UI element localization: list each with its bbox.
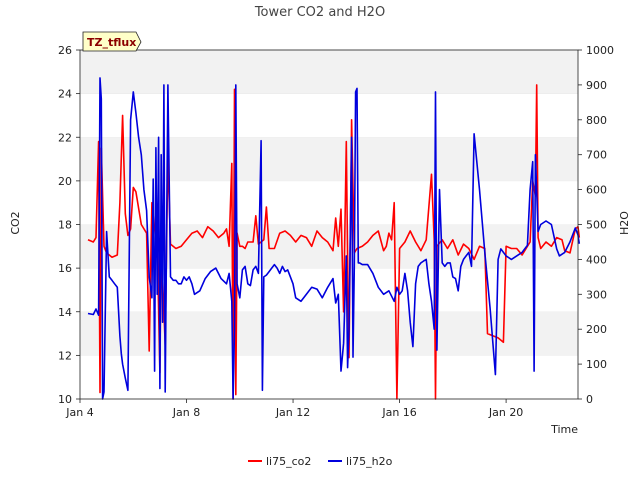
y-tick-label-left: 20 bbox=[58, 175, 72, 188]
x-tick-label: Jan 8 bbox=[172, 406, 200, 419]
left-axis: 10 12 14 16 18 20 22 24 26 bbox=[58, 44, 80, 406]
legend: li75_co2 li75_h2o bbox=[248, 455, 393, 468]
tag-badge: TZ_tflux bbox=[82, 31, 142, 52]
legend-label-co2: li75_co2 bbox=[266, 455, 311, 468]
y-tick-label-right: 700 bbox=[586, 149, 607, 162]
x-tick-label: Jan 16 bbox=[381, 406, 416, 419]
legend-label-h2o: li75_h2o bbox=[346, 455, 393, 468]
y-tick-label-left: 22 bbox=[58, 131, 72, 144]
y-tick-label-right: 200 bbox=[586, 323, 607, 336]
y-axis-label-right: H2O bbox=[618, 211, 631, 235]
y-tick-label-left: 16 bbox=[58, 262, 72, 275]
grid-band bbox=[80, 93, 578, 138]
x-tick-label: Jan 12 bbox=[275, 406, 310, 419]
x-tick-label: Jan 20 bbox=[488, 406, 523, 419]
y-tick-label-right: 600 bbox=[586, 184, 607, 197]
series-line-li75_h2o bbox=[87, 77, 581, 400]
y-tick-label-right: 500 bbox=[586, 219, 607, 232]
series-layer bbox=[87, 77, 581, 400]
y-tick-label-left: 18 bbox=[58, 219, 72, 232]
y-tick-label-left: 24 bbox=[58, 88, 72, 101]
bottom-axis: Jan 4 Jan 8 Jan 12 Jan 16 Jan 20 bbox=[65, 399, 523, 419]
y-tick-label-right: 0 bbox=[586, 393, 593, 406]
right-axis: 0 100 200 300 400 500 600 700 800 900 1000 bbox=[578, 44, 614, 406]
y-tick-label-right: 100 bbox=[586, 358, 607, 371]
y-tick-label-left: 26 bbox=[58, 44, 72, 57]
x-tick-label: Jan 4 bbox=[65, 406, 93, 419]
y-tick-label-left: 14 bbox=[58, 306, 72, 319]
y-tick-label-right: 1000 bbox=[586, 44, 614, 57]
y-tick-label-left: 10 bbox=[58, 393, 72, 406]
grid-band bbox=[80, 137, 578, 181]
y-tick-label-right: 400 bbox=[586, 253, 607, 266]
y-axis-label-left: CO2 bbox=[9, 211, 22, 234]
tag-badge-text: TZ_tflux bbox=[87, 36, 136, 49]
y-tick-label-right: 900 bbox=[586, 79, 607, 92]
grid-band bbox=[80, 50, 578, 94]
y-tick-label-right: 800 bbox=[586, 114, 607, 127]
y-tick-label-left: 12 bbox=[58, 349, 72, 362]
x-axis-label: Time bbox=[550, 423, 578, 436]
y-tick-label-right: 300 bbox=[586, 288, 607, 301]
chart-title: Tower CO2 and H2O bbox=[254, 5, 385, 20]
